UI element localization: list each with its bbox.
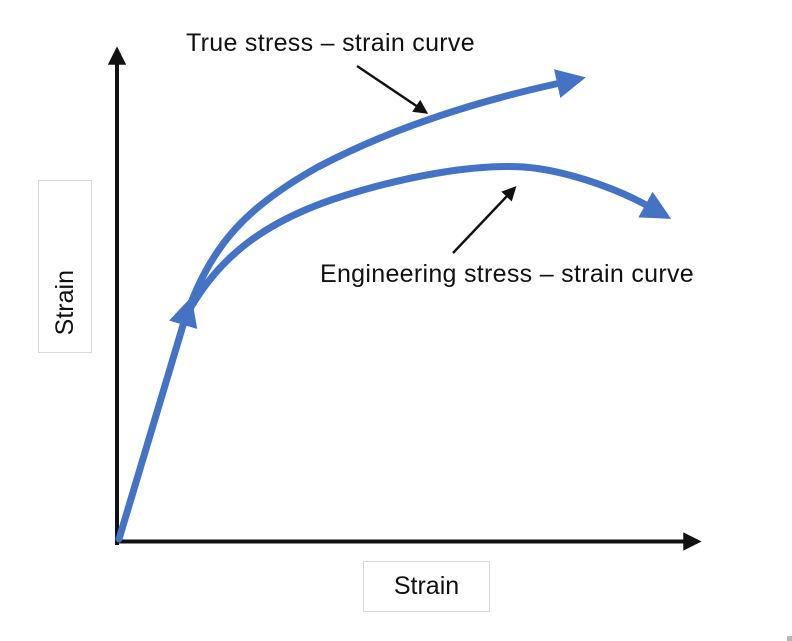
true-curve-label: True stress – strain curve	[186, 29, 475, 57]
x-axis-label: Strain	[393, 572, 460, 600]
y-axis-label-box: Strain	[38, 180, 92, 353]
true-stress-strain-curve	[184, 69, 586, 315]
corner-artifact	[787, 636, 792, 641]
engineering-curve-label: Engineering stress – strain curve	[320, 260, 694, 288]
engineering-curve-pointer-arrow	[452, 186, 517, 254]
y-axis-label: Strain	[50, 269, 79, 335]
elastic-region-arrow	[115, 296, 198, 543]
true-curve-pointer-arrow	[356, 65, 429, 114]
engineering-stress-strain-curve	[182, 163, 672, 320]
x-axis-label-box: Strain	[363, 561, 490, 612]
